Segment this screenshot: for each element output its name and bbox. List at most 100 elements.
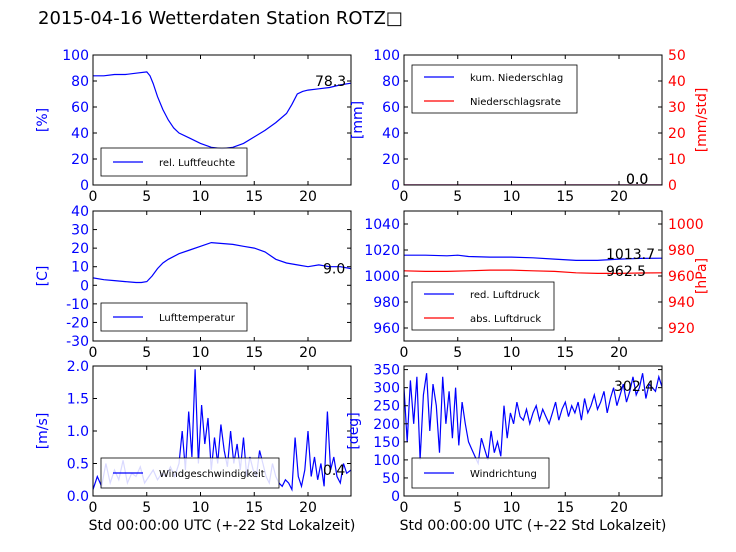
- x-tick-label: 5: [453, 500, 462, 516]
- y-tick-label: 250: [373, 399, 400, 415]
- y2-tick-label: 920: [668, 321, 695, 337]
- x-tick-label: 0: [400, 189, 409, 205]
- plot-frame: [92, 54, 352, 186]
- legend-box: [411, 64, 578, 114]
- x-tick-label: 20: [610, 500, 628, 516]
- series-line-3-0: [404, 254, 662, 261]
- y2-tick-label: 980: [668, 243, 695, 259]
- y2-tick-label: 30: [668, 100, 686, 116]
- x-tick-label: 20: [299, 189, 317, 205]
- last-value-label: 0.0: [626, 172, 648, 188]
- y2-tick-label: 10: [668, 152, 686, 168]
- y-tick-label: 80: [71, 74, 89, 90]
- last-value-label: 1013.7: [606, 247, 655, 263]
- x-tick-label: 5: [142, 500, 151, 516]
- x-tick-label: 5: [142, 189, 151, 205]
- y-tick-label: 1000: [364, 269, 400, 285]
- page-title: 2015-04-16 Wetterdaten Station ROTZ□: [38, 8, 403, 29]
- legend-entry: Windgeschwindigkeit: [159, 469, 265, 480]
- x-tick-label: 10: [192, 345, 210, 361]
- last-value-label: 0.4: [323, 463, 345, 479]
- x-axis-label: Std 00:00:00 UTC (+-22 Std Lokalzeit): [89, 518, 356, 534]
- y-tick-label: 80: [382, 74, 400, 90]
- y-tick-label: 300: [373, 381, 400, 397]
- x-tick-label: 10: [192, 189, 210, 205]
- y-tick-label: 0.5: [67, 457, 89, 473]
- y-tick-label: 100: [62, 48, 89, 64]
- y-tick-label: 350: [373, 363, 400, 379]
- x-tick-label: 20: [610, 345, 628, 361]
- y2-tick-label: 40: [668, 74, 686, 90]
- y-tick-label: 40: [382, 126, 400, 142]
- x-tick-label: 15: [245, 500, 263, 516]
- y2-tick-label: 0: [668, 178, 677, 194]
- legend-entry: rel. Luftfeuchte: [159, 158, 235, 169]
- y-axis-label: [m/s]: [35, 413, 51, 450]
- plot-frame: [403, 365, 663, 497]
- x-tick-label: 0: [400, 345, 409, 361]
- y-axis-label: [mm]: [350, 101, 366, 139]
- x-tick-label: 10: [503, 500, 521, 516]
- series-line-2-0: [93, 241, 351, 284]
- legend-entry: red. Luftdruck: [470, 290, 540, 301]
- plot-frame: [92, 210, 352, 342]
- last-value-label: 962.5: [606, 264, 646, 280]
- x-tick-label: 0: [89, 189, 98, 205]
- y-axis-label: [deg]: [346, 412, 362, 449]
- legend-entry: Windrichtung: [470, 469, 537, 480]
- y-tick-label: 0: [80, 278, 89, 294]
- x-tick-label: 5: [142, 345, 151, 361]
- y-tick-label: 100: [373, 48, 400, 64]
- y-tick-label: 0.0: [67, 489, 89, 505]
- y-tick-label: 20: [382, 152, 400, 168]
- legend-entry: Niederschlagsrate: [470, 97, 561, 108]
- y-tick-label: 980: [373, 295, 400, 311]
- x-tick-label: 15: [556, 500, 574, 516]
- legend-box: [411, 281, 555, 331]
- y-tick-label: 60: [71, 100, 89, 116]
- y-tick-label: 960: [373, 321, 400, 337]
- last-value-label: 9.0: [323, 262, 345, 278]
- y-axis-label: [%]: [35, 108, 51, 132]
- y-tick-label: 1.0: [67, 424, 89, 440]
- x-tick-label: 5: [453, 189, 462, 205]
- series-line-3-1: [404, 269, 662, 274]
- last-value-label: 0.0: [626, 172, 648, 188]
- legend-entry: abs. Luftdruck: [470, 314, 541, 325]
- y-tick-label: 0: [391, 178, 400, 194]
- legend-entry: kum. Niederschlag: [470, 73, 563, 84]
- y-tick-label: 50: [382, 471, 400, 487]
- last-value-label: 302.4: [614, 379, 654, 395]
- y-tick-label: -20: [66, 315, 89, 331]
- y-axis-label: [C]: [35, 266, 51, 287]
- y-tick-label: 1040: [364, 217, 400, 233]
- series-line-0-0: [93, 71, 351, 150]
- x-tick-label: 20: [610, 189, 628, 205]
- y-tick-label: 10: [71, 260, 89, 276]
- y-tick-label: 200: [373, 417, 400, 433]
- y-tick-label: 0: [391, 489, 400, 505]
- y-tick-label: -30: [66, 334, 89, 350]
- x-tick-label: 0: [89, 345, 98, 361]
- x-tick-label: 15: [245, 345, 263, 361]
- y2-axis-label: [hPa]: [694, 258, 710, 294]
- y-tick-label: 150: [373, 435, 400, 451]
- y2-tick-label: 20: [668, 126, 686, 142]
- y2-tick-label: 960: [668, 269, 695, 285]
- y-tick-label: 40: [71, 204, 89, 220]
- x-tick-label: 0: [89, 500, 98, 516]
- y2-tick-label: 940: [668, 295, 695, 311]
- legend-entry: Lufttemperatur: [159, 313, 236, 324]
- x-tick-label: 20: [299, 500, 317, 516]
- y-tick-label: 2.0: [67, 359, 89, 375]
- y-tick-label: 0: [80, 178, 89, 194]
- last-value-label: 78.3: [315, 74, 346, 90]
- x-tick-label: 10: [503, 345, 521, 361]
- y2-tick-label: 50: [668, 48, 686, 64]
- y2-axis-label: [mm/std]: [694, 88, 710, 153]
- x-tick-label: 15: [556, 345, 574, 361]
- y-tick-label: -10: [66, 297, 89, 313]
- y-tick-label: 40: [71, 126, 89, 142]
- y-tick-label: 1020: [364, 243, 400, 259]
- x-tick-label: 15: [245, 189, 263, 205]
